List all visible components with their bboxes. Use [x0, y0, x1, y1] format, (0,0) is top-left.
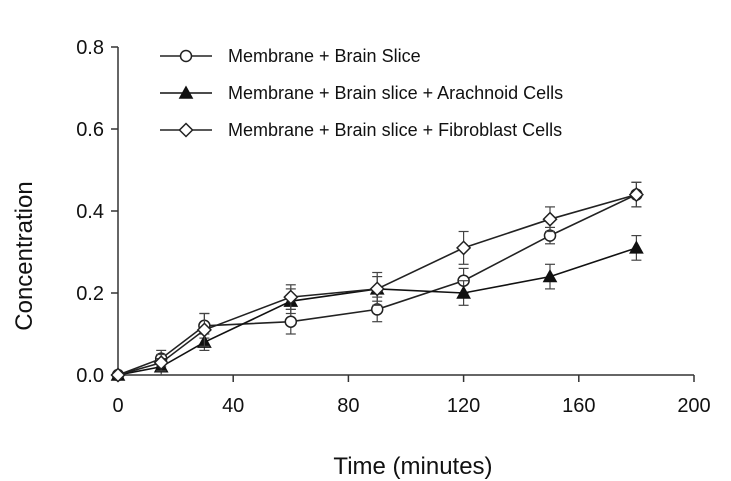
legend-item-1: Membrane + Brain Slice [160, 46, 421, 66]
x-tick-label: 200 [677, 395, 710, 417]
y-tick-label: 0.8 [76, 37, 104, 59]
x-ticks: 0 40 80 120 160 200 [112, 375, 711, 417]
y-tick-label: 0.2 [76, 283, 104, 305]
legend-item-2: Membrane + Brain slice + Arachnoid Cells [160, 83, 563, 103]
legend-marker [178, 122, 194, 138]
x-tick-label: 40 [222, 395, 244, 417]
data-point [542, 211, 558, 227]
legend: Membrane + Brain Slice Membrane + Brain s… [160, 46, 563, 140]
series-line [117, 193, 637, 376]
y-axis-title: Concentration [11, 181, 38, 330]
data-point [284, 315, 298, 328]
y-tick-label: 0.4 [76, 201, 104, 223]
series-line [117, 193, 637, 376]
data-point [542, 269, 558, 283]
legend-marker [178, 85, 194, 99]
series-3 [110, 181, 644, 383]
x-tick-label: 160 [562, 395, 595, 417]
series-layer [110, 181, 644, 383]
data-point [283, 289, 299, 305]
plot-area: 0 40 80 120 160 200 0.0 0.2 0.4 0.6 0.8 [76, 37, 711, 417]
data-point [196, 322, 212, 338]
legend-item-3: Membrane + Brain slice + Fibroblast Cell… [160, 120, 562, 140]
legend-label: Membrane + Brain slice + Fibroblast Cell… [228, 120, 562, 140]
data-point [110, 367, 126, 383]
data-point [629, 240, 644, 254]
legend-marker [179, 49, 193, 63]
legend-label: Membrane + Brain slice + Arachnoid Cells [228, 83, 563, 103]
data-point [153, 355, 169, 371]
x-tick-label: 0 [112, 395, 123, 417]
data-point [456, 285, 471, 299]
y-tick-label: 0.0 [76, 365, 104, 387]
x-tick-label: 120 [447, 395, 480, 417]
x-axis-title: Time (minutes) [333, 453, 492, 480]
y-tick-label: 0.6 [76, 119, 104, 141]
data-point [456, 240, 472, 256]
legend-label: Membrane + Brain Slice [228, 46, 421, 66]
data-point [628, 187, 644, 203]
data-point [369, 281, 385, 297]
y-ticks: 0.0 0.2 0.4 0.6 0.8 [76, 37, 118, 387]
x-tick-label: 80 [337, 395, 359, 417]
